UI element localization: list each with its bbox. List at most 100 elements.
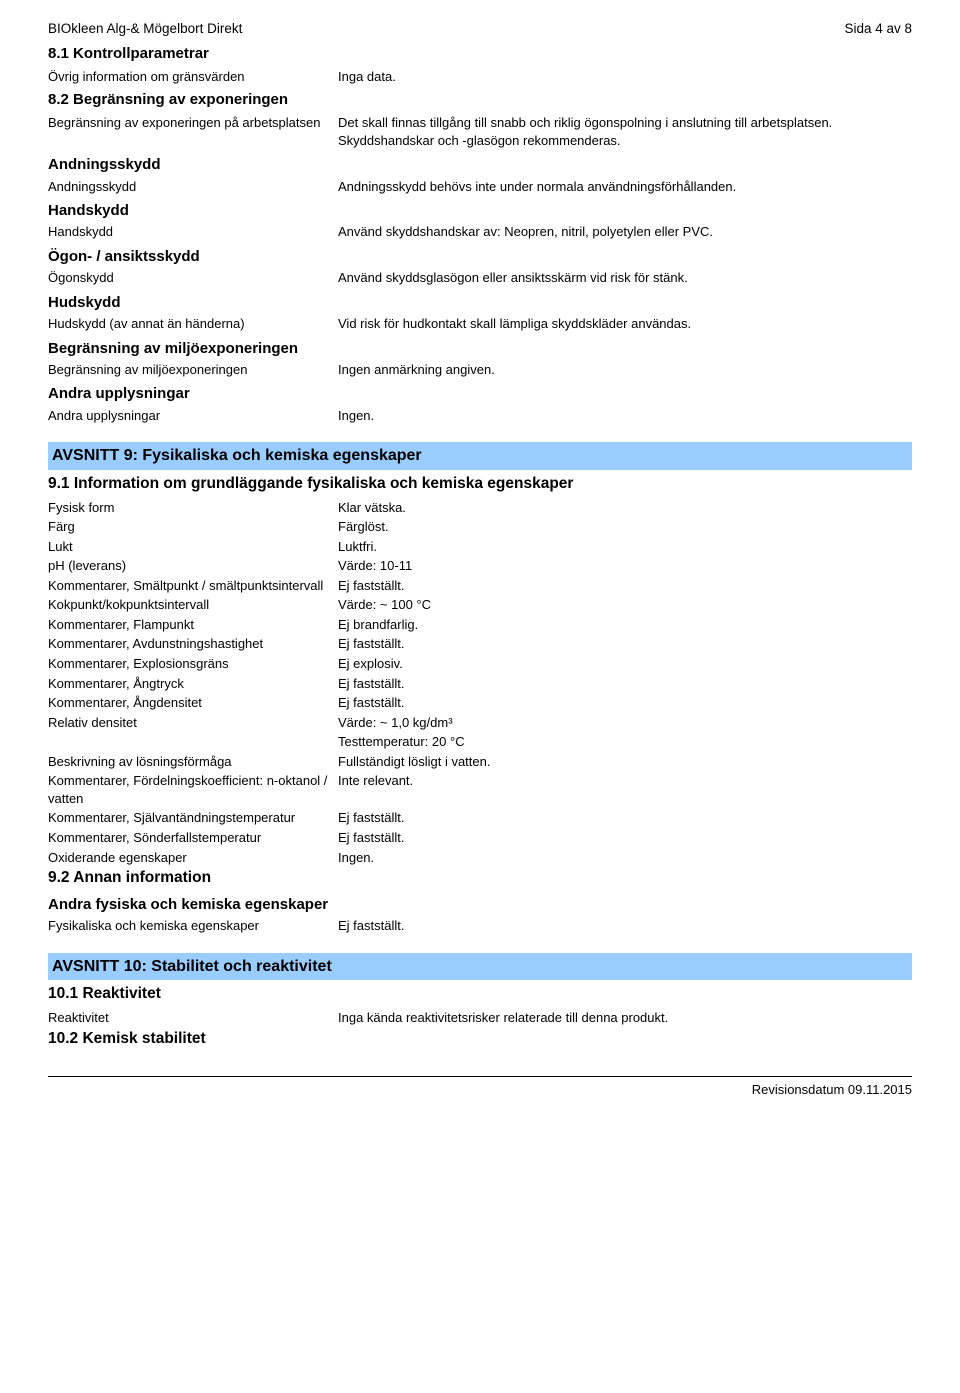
kv-value: Det skall finnas tillgång till snabb och… <box>338 114 912 149</box>
kv-row: Testtemperatur: 20 °C <box>48 733 912 751</box>
kv-value: Inga data. <box>338 68 912 86</box>
section-9-1-title: 9.1 Information om grundläggande fysikal… <box>48 474 912 495</box>
kv-label: Beskrivning av lösningsförmåga <box>48 753 338 771</box>
kv-row: Kokpunkt/kokpunktsintervallVärde: ~ 100 … <box>48 596 912 614</box>
kv-label: Kommentarer, Fördelningskoefficient: n-o… <box>48 772 338 807</box>
kv-label: Handskydd <box>48 223 338 241</box>
miljo-heading: Begränsning av miljöexponeringen <box>48 339 912 359</box>
kv-value: Inga kända reaktivitetsrisker relaterade… <box>338 1009 912 1027</box>
kv-row: Kommentarer, ExplosionsgränsEj explosiv. <box>48 655 912 673</box>
kv-value: Vid risk för hudkontakt skall lämpliga s… <box>338 315 912 333</box>
andra-fysiska-heading: Andra fysiska och kemiska egenskaper <box>48 895 912 915</box>
kv-value: Andningsskydd behövs inte under normala … <box>338 178 912 196</box>
section-10-1-title: 10.1 Reaktivitet <box>48 984 912 1005</box>
kv-row: Kommentarer, Fördelningskoefficient: n-o… <box>48 772 912 807</box>
kv-label: Färg <box>48 518 338 536</box>
kv-value: Testtemperatur: 20 °C <box>338 733 912 751</box>
kv-value: Värde: 10-11 <box>338 557 912 575</box>
kv-row: Kommentarer, Smältpunkt / smältpunktsint… <box>48 577 912 595</box>
kv-label: Kommentarer, Smältpunkt / smältpunktsint… <box>48 577 338 595</box>
kv-row: Begränsning av miljöexponeringen Ingen a… <box>48 361 912 379</box>
kv-row: Handskydd Använd skyddshandskar av: Neop… <box>48 223 912 241</box>
kv-label: Övrig information om gränsvärden <box>48 68 338 86</box>
kv-row: Kommentarer, ÅngdensitetEj fastställt. <box>48 694 912 712</box>
kv-row: Kommentarer, FlampunktEj brandfarlig. <box>48 616 912 634</box>
kv-value: Ej fastställt. <box>338 809 912 827</box>
product-name: BIOkleen Alg-& Mögelbort Direkt <box>48 20 242 38</box>
kv-row: Reaktivitet Inga kända reaktivitetsriske… <box>48 1009 912 1027</box>
andra-heading: Andra upplysningar <box>48 384 912 404</box>
avsnitt-9-title: AVSNITT 9: Fysikaliska och kemiska egens… <box>48 442 912 470</box>
kv-value: Ej fastställt. <box>338 577 912 595</box>
kv-label: Reaktivitet <box>48 1009 338 1027</box>
kv-value: Värde: ~ 1,0 kg/dm³ <box>338 714 912 732</box>
revision-date: Revisionsdatum 09.11.2015 <box>48 1081 912 1099</box>
kv-row: Kommentarer, ÅngtryckEj fastställt. <box>48 675 912 693</box>
kv-label: Hudskydd (av annat än händerna) <box>48 315 338 333</box>
kv-label: Kommentarer, Flampunkt <box>48 616 338 634</box>
avsnitt-10-title: AVSNITT 10: Stabilitet och reaktivitet <box>48 953 912 981</box>
kv-row: Kommentarer, SjälvantändningstemperaturE… <box>48 809 912 827</box>
kv-label: Ögonskydd <box>48 269 338 287</box>
kv-value: Ingen. <box>338 849 912 867</box>
kv-label: Fysisk form <box>48 499 338 517</box>
kv-row: Beskrivning av lösningsförmågaFullständi… <box>48 753 912 771</box>
page-number: Sida 4 av 8 <box>844 20 912 38</box>
kv-row: Relativ densitetVärde: ~ 1,0 kg/dm³ <box>48 714 912 732</box>
kv-value: Luktfri. <box>338 538 912 556</box>
kv-value: Klar vätska. <box>338 499 912 517</box>
kv-value: Färglöst. <box>338 518 912 536</box>
kv-label: Kommentarer, Sönderfallstemperatur <box>48 829 338 847</box>
kv-row: Begränsning av exponeringen på arbetspla… <box>48 114 912 149</box>
footer-divider <box>48 1076 912 1077</box>
section-9-2-title: 9.2 Annan information <box>48 868 912 889</box>
kv-row: Övrig information om gränsvärden Inga da… <box>48 68 912 86</box>
kv-row: Kommentarer, SönderfallstemperaturEj fas… <box>48 829 912 847</box>
kv-value: Ej fastställt. <box>338 917 912 935</box>
kv-value: Värde: ~ 100 °C <box>338 596 912 614</box>
kv-value: Ej fastställt. <box>338 635 912 653</box>
kv-label: Kommentarer, Avdunstningshastighet <box>48 635 338 653</box>
kv-label: Kommentarer, Självantändningstemperatur <box>48 809 338 827</box>
kv-row: Andningsskydd Andningsskydd behövs inte … <box>48 178 912 196</box>
kv-row: Kommentarer, AvdunstningshastighetEj fas… <box>48 635 912 653</box>
kv-label: Andra upplysningar <box>48 407 338 425</box>
kv-value: Ej fastställt. <box>338 675 912 693</box>
kv-row: pH (leverans)Värde: 10-11 <box>48 557 912 575</box>
kv-label: Kokpunkt/kokpunktsintervall <box>48 596 338 614</box>
kv-value: Ingen. <box>338 407 912 425</box>
kv-row: Andra upplysningar Ingen. <box>48 407 912 425</box>
kv-label <box>48 733 338 751</box>
kv-row: Ögonskydd Använd skyddsglasögon eller an… <box>48 269 912 287</box>
kv-label: Kommentarer, Ångtryck <box>48 675 338 693</box>
kv-label: Kommentarer, Explosionsgräns <box>48 655 338 673</box>
kv-label: Begränsning av exponeringen på arbetspla… <box>48 114 338 149</box>
kv-value: Ej explosiv. <box>338 655 912 673</box>
kv-value: Inte relevant. <box>338 772 912 807</box>
kv-label: Andningsskydd <box>48 178 338 196</box>
kv-value: Ej fastställt. <box>338 694 912 712</box>
kv-value: Använd skyddsglasögon eller ansiktsskärm… <box>338 269 912 287</box>
ogon-heading: Ögon- / ansiktsskydd <box>48 247 912 267</box>
kv-value: Använd skyddshandskar av: Neopren, nitri… <box>338 223 912 241</box>
kv-label: Fysikaliska och kemiska egenskaper <box>48 917 338 935</box>
kv-value: Fullständigt lösligt i vatten. <box>338 753 912 771</box>
kv-label: Lukt <box>48 538 338 556</box>
kv-row: Fysikaliska och kemiska egenskaper Ej fa… <box>48 917 912 935</box>
kv-row: Oxiderande egenskaperIngen. <box>48 849 912 867</box>
kv-label: Relativ densitet <box>48 714 338 732</box>
kv-label: pH (leverans) <box>48 557 338 575</box>
kv-row: LuktLuktfri. <box>48 538 912 556</box>
kv-label: Kommentarer, Ångdensitet <box>48 694 338 712</box>
kv-value: Ej fastställt. <box>338 829 912 847</box>
kv-label: Oxiderande egenskaper <box>48 849 338 867</box>
section-8-2-title: 8.2 Begränsning av exponeringen <box>48 90 912 110</box>
handskydd-heading: Handskydd <box>48 201 912 221</box>
andningsskydd-heading: Andningsskydd <box>48 155 912 175</box>
section-10-2-title: 10.2 Kemisk stabilitet <box>48 1029 912 1050</box>
kv-row: Fysisk formKlar vätska. <box>48 499 912 517</box>
page-header: BIOkleen Alg-& Mögelbort Direkt Sida 4 a… <box>48 20 912 38</box>
kv-label: Begränsning av miljöexponeringen <box>48 361 338 379</box>
hudskydd-heading: Hudskydd <box>48 293 912 313</box>
section-8-1-title: 8.1 Kontrollparametrar <box>48 44 912 64</box>
